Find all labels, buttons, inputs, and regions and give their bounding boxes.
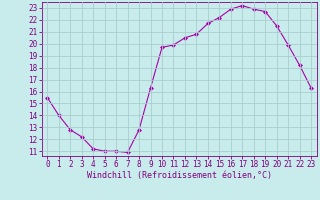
X-axis label: Windchill (Refroidissement éolien,°C): Windchill (Refroidissement éolien,°C) bbox=[87, 171, 272, 180]
